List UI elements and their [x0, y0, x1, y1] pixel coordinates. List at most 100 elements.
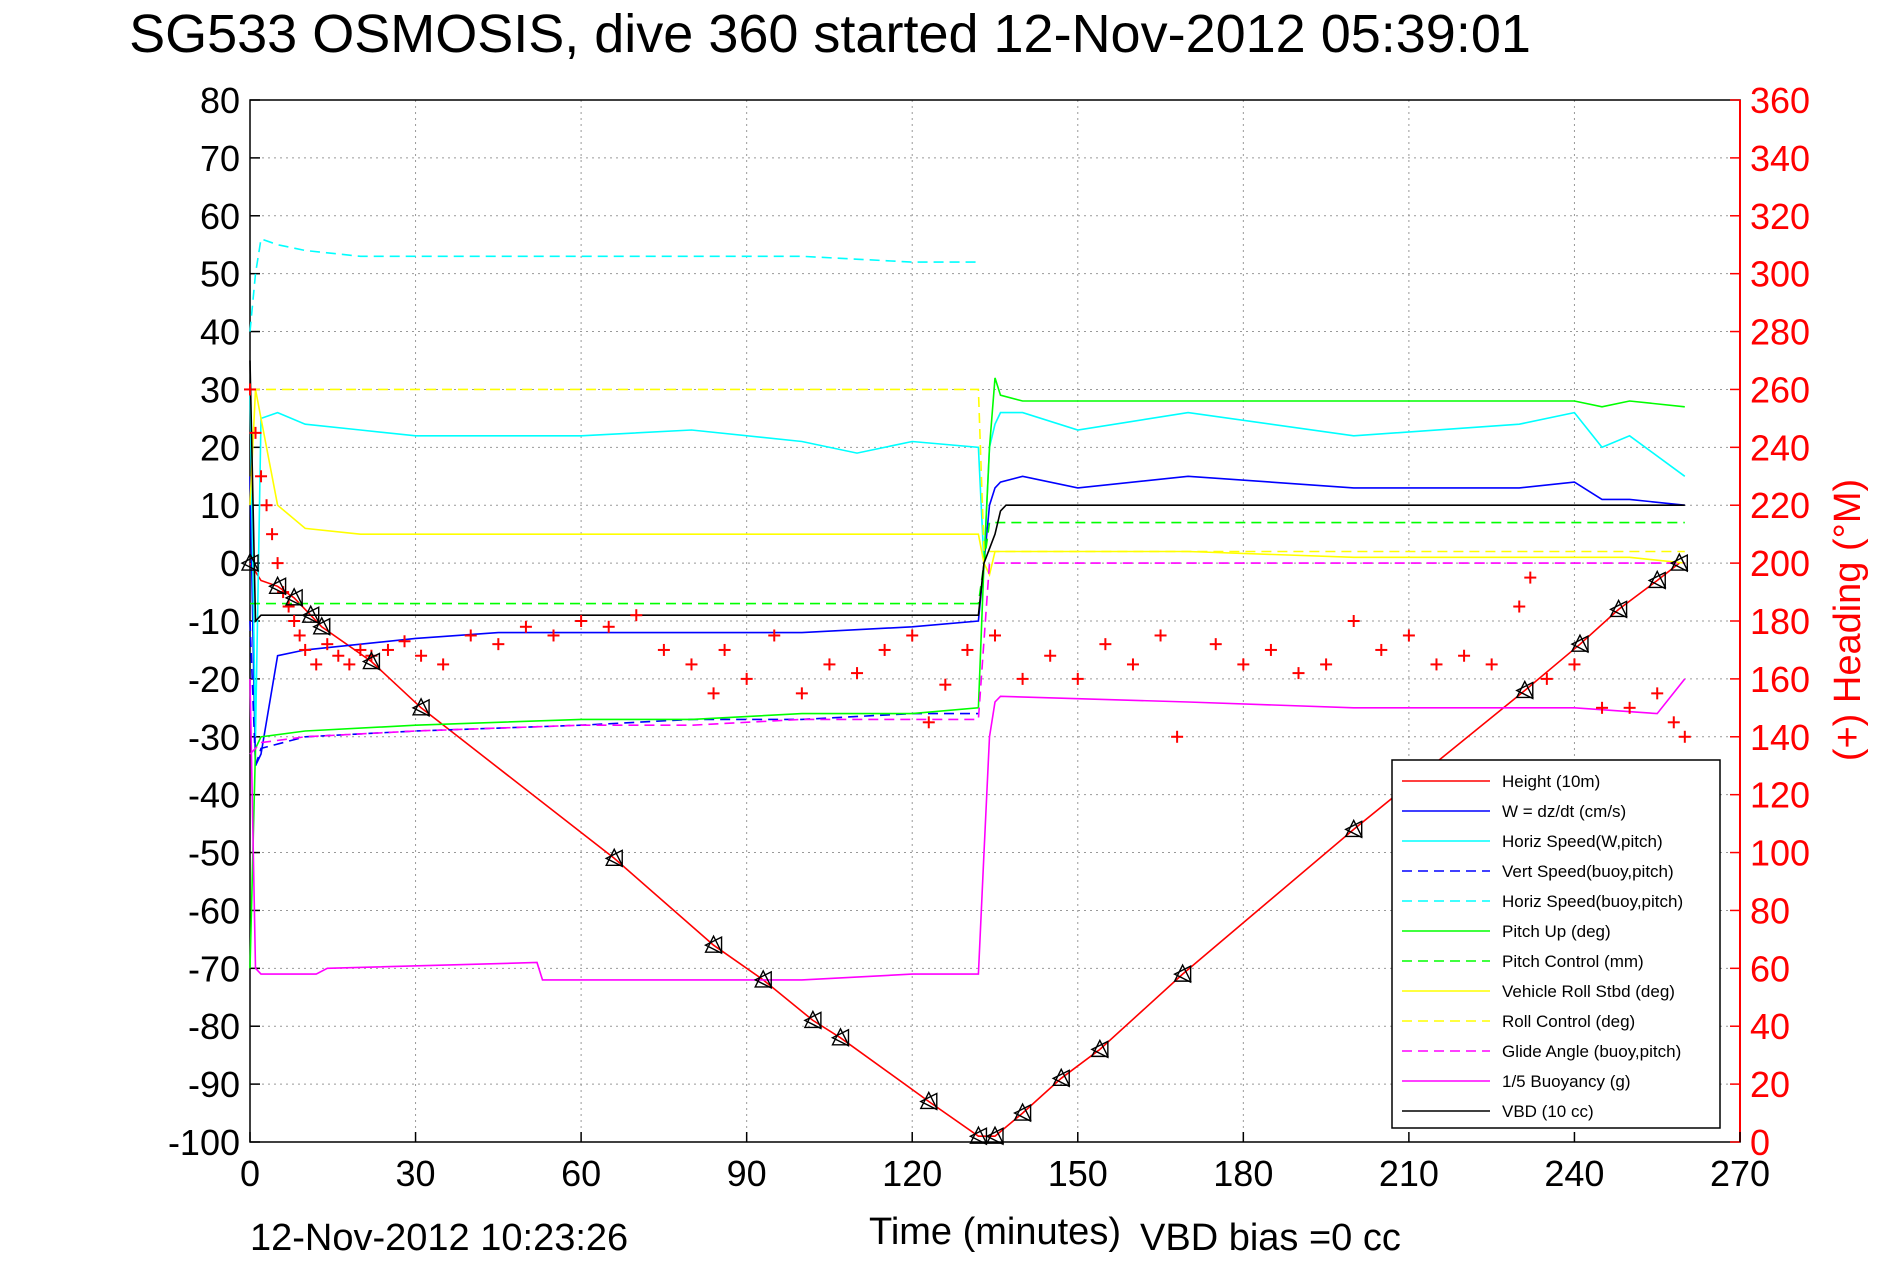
marker-triangle-up — [411, 697, 431, 716]
heading-point — [1292, 667, 1305, 680]
heading-series — [244, 383, 1691, 743]
y-tick-label: 50 — [200, 254, 240, 295]
legend-label: Vehicle Roll Stbd (deg) — [1502, 982, 1675, 1001]
height-marker — [1515, 679, 1534, 700]
vbd-bias-note: VBD bias =0 cc — [1140, 1217, 1401, 1259]
y-right-tick-label: 220 — [1750, 485, 1810, 526]
heading-point — [961, 643, 974, 656]
heading-point — [1171, 730, 1184, 743]
heading-point — [354, 643, 367, 656]
x-tick-label: 30 — [396, 1153, 436, 1194]
height-marker — [830, 1027, 850, 1047]
x-tick-label: 240 — [1544, 1153, 1604, 1194]
heading-point — [685, 658, 698, 671]
y-right-tick-label: 280 — [1750, 312, 1810, 353]
heading-point — [1568, 658, 1581, 671]
height-marker — [268, 575, 287, 596]
series-line-horiz-speed-w-pitch — [249, 389, 1686, 737]
y-right-tick-label: 340 — [1750, 138, 1810, 179]
y-right-tick-label: 100 — [1750, 833, 1810, 874]
heading-point — [310, 658, 323, 671]
marker-triangle-left — [919, 1092, 938, 1111]
heading-point — [989, 629, 1001, 642]
y-tick-label: 40 — [200, 312, 240, 353]
height-marker — [284, 587, 304, 607]
heading-point — [1099, 638, 1112, 651]
heading-point — [244, 383, 256, 396]
marker-triangle-up — [1570, 633, 1590, 652]
marker-triangle-left — [1669, 553, 1688, 573]
heading-point — [293, 629, 306, 642]
heading-point — [519, 620, 532, 633]
marker-triangle-up — [704, 934, 723, 953]
marker-triangle-up — [240, 552, 260, 571]
y-right-tick-label: 20 — [1750, 1064, 1790, 1105]
height-marker — [301, 604, 320, 625]
marker-triangle-up — [301, 604, 320, 623]
series-layer — [249, 237, 1686, 1137]
height-markers — [240, 552, 1689, 1146]
right-axis-label: (+) Heading (°M) — [1827, 479, 1869, 761]
y-tick-label: 80 — [200, 80, 240, 121]
heading-point — [1667, 716, 1680, 729]
heading-point — [1596, 701, 1609, 714]
heading-point — [288, 615, 301, 627]
height-marker — [604, 847, 624, 868]
y-right-tick-label: 80 — [1750, 890, 1790, 931]
legend-label: 1/5 Buoyancy (g) — [1502, 1072, 1631, 1091]
y-tick-label: 20 — [200, 427, 240, 468]
heading-point — [1524, 571, 1537, 584]
height-marker — [803, 1009, 823, 1030]
y-tick-label: -10 — [188, 601, 240, 642]
height-marker — [985, 1125, 1005, 1146]
heading-point — [321, 638, 334, 651]
marker-triangle-left — [268, 577, 287, 596]
marker-triangle-left — [1090, 1040, 1109, 1059]
y-tick-label: -50 — [188, 833, 240, 874]
heading-point — [851, 667, 864, 680]
series-line-vehicle-roll-stbd-deg — [249, 389, 1685, 578]
height-marker — [361, 650, 381, 671]
y-tick-label: -60 — [188, 890, 240, 931]
heading-point — [437, 658, 450, 671]
y-right-tick-label: 180 — [1750, 601, 1810, 642]
height-marker — [1669, 552, 1689, 573]
y-tick-label: -90 — [188, 1064, 240, 1105]
marker-triangle-left — [1344, 820, 1363, 839]
x-tick-label: 270 — [1710, 1153, 1770, 1194]
legend-label: Glide Angle (buoy,pitch) — [1502, 1042, 1681, 1061]
heading-point — [343, 658, 356, 671]
marker-triangle-up — [754, 969, 773, 988]
heading-point — [768, 629, 781, 642]
heading-point — [255, 470, 268, 483]
y-right-tick-label: 360 — [1750, 80, 1810, 121]
legend-label: Height (10m) — [1502, 772, 1600, 791]
series-line-glide-angle-buoy-pitch — [249, 562, 1685, 755]
marker-triangle-up — [1515, 679, 1534, 699]
x-tick-label: 150 — [1048, 1153, 1108, 1194]
height-marker — [1051, 1067, 1071, 1088]
heading-point — [823, 658, 836, 671]
y-right-tick-label: 140 — [1750, 717, 1810, 758]
heading-point — [398, 635, 411, 648]
legend-label: VBD (10 cc) — [1502, 1102, 1594, 1121]
heading-point — [464, 629, 477, 642]
marker-triangle-up — [1670, 552, 1689, 571]
heading-point — [249, 426, 262, 439]
x-axis-label: Time (minutes) — [869, 1211, 1121, 1253]
marker-triangle-up — [969, 1125, 988, 1144]
y-tick-label: 10 — [200, 485, 240, 526]
right-axis-ticks: 3603403203002802602402202001801601401201… — [1730, 80, 1810, 1163]
y-right-tick-label: 320 — [1750, 196, 1810, 237]
marker-triangle-up — [803, 1009, 823, 1029]
heading-point — [547, 629, 560, 642]
marker-triangle-up — [285, 587, 304, 606]
series-line-height-10m — [249, 562, 1680, 1137]
heading-point — [718, 643, 731, 656]
heading-point — [492, 638, 505, 651]
marker-triangle-left — [1570, 635, 1589, 654]
heading-point — [1126, 658, 1139, 671]
marker-triangle-up — [919, 1090, 938, 1110]
legend-label: Horiz Speed(W,pitch) — [1502, 832, 1663, 851]
